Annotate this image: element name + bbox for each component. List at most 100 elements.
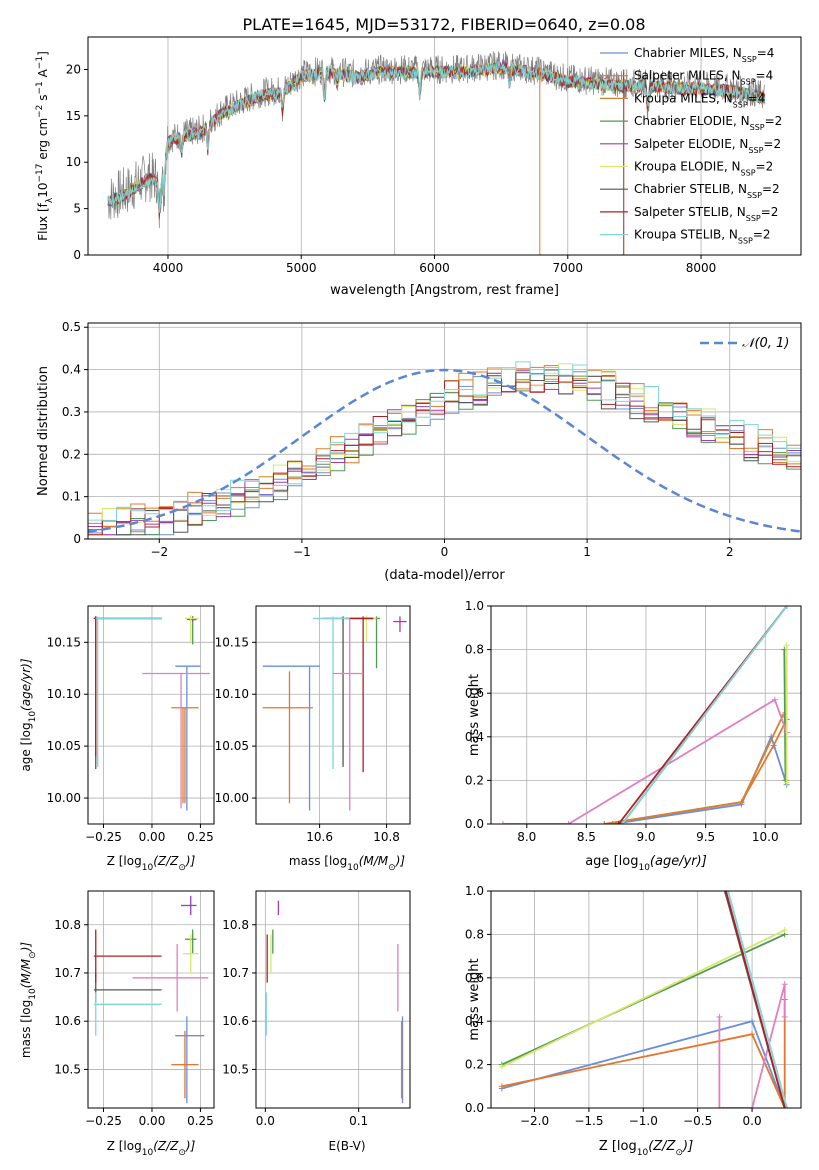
y-tick-label: 0.0 xyxy=(465,817,484,831)
x-tick-label: 0.25 xyxy=(187,830,214,844)
mass-vs-Z-axes-frame xyxy=(87,890,215,1109)
age-vs-Z-axes: −0.25 0.00 0.25 10.00 10.05 10.10 10.15 Z [log1… xyxy=(19,605,215,873)
y-tick-label: 1.0 xyxy=(465,884,484,898)
y-tick-label: 10.8 xyxy=(54,918,81,932)
weight-line xyxy=(502,698,788,824)
x-tick-label: 6000 xyxy=(419,261,450,275)
y-tick-label: 20 xyxy=(66,62,81,76)
x-tick-label: −0.25 xyxy=(85,830,122,844)
y-tick-label: 10.00 xyxy=(47,791,81,805)
x-tick-label: 9.0 xyxy=(636,830,655,844)
weight-marker xyxy=(725,891,732,894)
x-tick-label: 1 xyxy=(583,545,591,559)
y-tick-label: 0.8 xyxy=(465,927,484,941)
x-tick-label: 0.00 xyxy=(139,1114,166,1128)
x-tick-label: −0.5 xyxy=(683,1114,712,1128)
weight-marker xyxy=(619,821,626,824)
legend-entry: Kroupa STELIB, NSSP=2 xyxy=(634,228,771,246)
mass-vs-EBV-axes: 0.0 0.1 10.5 10.6 10.7 10.8 E(B-V) xyxy=(222,890,411,1153)
y-tick-label: 0.4 xyxy=(62,363,81,377)
weight-marker xyxy=(770,742,777,749)
weight-marker xyxy=(781,1013,788,1020)
weight-marker xyxy=(749,1031,756,1038)
mass-weight-vs-Z-axes-plot-area xyxy=(498,891,790,1108)
weight-marker xyxy=(749,1105,756,1108)
y-tick-label: 0.6 xyxy=(465,686,484,700)
y-tick-label: 0.6 xyxy=(465,971,484,985)
age-vs-mass-axes-frame xyxy=(255,605,411,825)
x-tick-label: 9.5 xyxy=(696,830,715,844)
legend-entry: Chabrier STELIB, NSSP=2 xyxy=(634,182,780,200)
legend-entry: Kroupa ELODIE, NSSP=2 xyxy=(634,160,773,178)
y-tick-label: 0.2 xyxy=(465,1058,484,1072)
weight-marker xyxy=(601,821,608,824)
x-tick-label: 0.00 xyxy=(139,830,166,844)
weight-marker xyxy=(781,981,788,988)
y-tick-label: 10.00 xyxy=(215,791,249,805)
y-tick-label: 10.6 xyxy=(222,1014,249,1028)
x-tick-label: 8.5 xyxy=(577,830,596,844)
spectrum-model-line xyxy=(107,61,766,213)
normal-curve xyxy=(88,368,801,533)
weight-line xyxy=(501,929,786,1068)
spectrum-x-label: wavelength [Angstrom, rest frame] xyxy=(330,283,559,298)
mass-vs-Z-axes-plot-area xyxy=(93,895,209,1104)
x-tick-label: 10.0 xyxy=(752,830,779,844)
weight-marker xyxy=(738,799,745,806)
mass-weight-vs-Z-axes-frame xyxy=(490,890,802,1109)
residuals-x-label: (data-model)/error xyxy=(384,568,505,583)
legend-entry: Chabrier MILES, NSSP=4 xyxy=(634,46,774,64)
weight-marker xyxy=(781,927,788,934)
y-tick-label: 0.1 xyxy=(62,490,81,504)
legend-entry: 𝒩(0, 1) xyxy=(742,336,789,351)
x-tick-label: −1.0 xyxy=(629,1114,658,1128)
x-tick-label: 10.8 xyxy=(373,830,400,844)
mass-vs-EBV-x-label: E(B-V) xyxy=(328,1139,365,1153)
age-vs-mass-x-label: mass [log10(M/M⊙)] xyxy=(289,854,405,873)
spectrum-axes: 4000 5000 6000 7000 8000 0 5 10 15 20 wavelength [… xyxy=(35,36,802,298)
age-vs-Z-x-label: Z [log10(Z/Z⊙)] xyxy=(107,854,196,873)
x-tick-label: −2.0 xyxy=(520,1114,549,1128)
weight-marker xyxy=(615,821,622,824)
x-tick-label: 0 xyxy=(441,545,449,559)
x-tick-label: −0.25 xyxy=(85,1114,122,1128)
y-tick-label: 10.7 xyxy=(54,966,81,980)
spectrum-y-label: Flux [fλ10−17 erg cm−2 s−1 A−1] xyxy=(35,51,55,241)
y-tick-label: 0.4 xyxy=(465,730,484,744)
x-tick-label: 8000 xyxy=(686,261,717,275)
weight-marker xyxy=(771,696,778,703)
residuals-axes: −2 −1 0 1 2 0 0.1 0.2 0.3 0.4 0.5 (data-model)/erro… xyxy=(36,320,802,583)
legend-entry: Salpeter MILES, NSSP=4 xyxy=(634,69,773,87)
y-tick-label: 5 xyxy=(73,202,81,216)
mass-vs-Z-x-label: Z [log10(Z/Z⊙)] xyxy=(107,1139,196,1158)
age-vs-Z-axes-frame xyxy=(87,605,215,825)
y-tick-label: 0.2 xyxy=(465,773,484,787)
x-tick-label: 0.1 xyxy=(349,1114,368,1128)
weight-line xyxy=(783,649,787,781)
x-tick-label: 0.0 xyxy=(743,1114,762,1128)
mass-weight-vs-age-x-label: age [log10(age/yr)] xyxy=(585,854,707,873)
y-tick-label: 10.10 xyxy=(47,687,81,701)
weight-marker xyxy=(783,606,790,609)
y-tick-label: 0 xyxy=(73,248,81,262)
mass-weight-vs-age-y-label: mass weight xyxy=(467,674,482,756)
y-tick-label: 10.7 xyxy=(222,966,249,980)
weight-marker xyxy=(498,1063,505,1070)
y-tick-label: 1.0 xyxy=(465,599,484,613)
x-tick-label: −1 xyxy=(293,545,311,559)
weight-marker xyxy=(716,1013,723,1020)
y-tick-label: 0.8 xyxy=(465,643,484,657)
residual-histogram xyxy=(88,361,801,539)
y-tick-label: 10.05 xyxy=(215,739,249,753)
y-tick-label: 10.6 xyxy=(54,1014,81,1028)
weight-marker xyxy=(781,1105,788,1108)
x-tick-label: −2 xyxy=(150,545,168,559)
y-tick-label: 0.0 xyxy=(465,1101,484,1115)
weight-marker xyxy=(749,1018,756,1025)
weight-marker xyxy=(783,1105,790,1108)
legend-entry: Chabrier ELODIE, NSSP=2 xyxy=(634,114,782,132)
mass-weight-vs-Z-y-label: mass weight xyxy=(467,958,482,1040)
y-tick-label: 10.8 xyxy=(222,918,249,932)
mass-vs-EBV-axes-frame xyxy=(255,890,411,1109)
